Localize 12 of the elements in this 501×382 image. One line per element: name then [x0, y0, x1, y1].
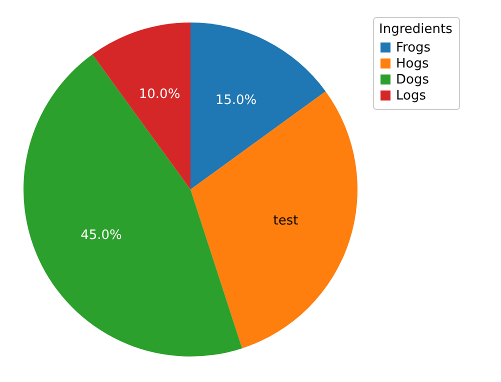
pie-slice — [92, 22, 190, 190]
legend-label: Hogs — [396, 56, 429, 72]
pie-slice — [190, 91, 358, 348]
data-label: 10.0% — [138, 87, 180, 102]
pie-slice — [190, 22, 326, 190]
legend-title: Ingredients — [379, 22, 453, 37]
data-label: 45.0% — [80, 228, 122, 243]
legend-label: Logs — [396, 88, 426, 104]
legend-label: Frogs — [396, 40, 431, 56]
legend-label: Dogs — [396, 72, 430, 88]
data-label: test — [273, 213, 298, 228]
data-label: 15.0% — [215, 93, 257, 108]
